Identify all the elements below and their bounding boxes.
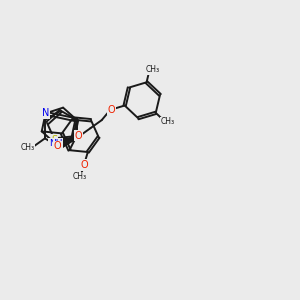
Text: NH: NH: [49, 139, 62, 148]
Text: S: S: [52, 135, 58, 145]
Text: CH₃: CH₃: [72, 172, 86, 181]
Text: N: N: [42, 108, 49, 118]
Text: CH₃: CH₃: [20, 143, 34, 152]
Text: O: O: [107, 105, 115, 115]
Text: O: O: [75, 130, 82, 140]
Text: CH₃: CH₃: [161, 117, 175, 126]
Text: O: O: [80, 160, 88, 170]
Text: CH₃: CH₃: [146, 65, 160, 74]
Text: O: O: [53, 142, 61, 152]
